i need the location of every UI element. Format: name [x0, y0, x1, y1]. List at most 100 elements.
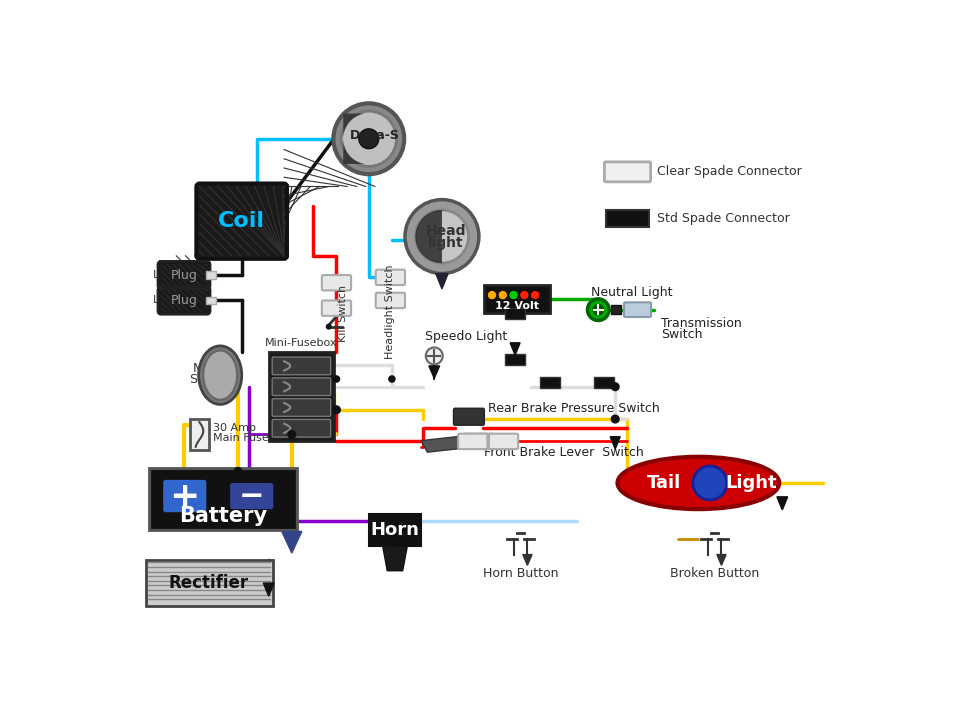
- Text: Clear Spade Connector: Clear Spade Connector: [657, 166, 802, 179]
- Polygon shape: [421, 435, 476, 452]
- Polygon shape: [383, 546, 407, 571]
- Text: Switch: Switch: [661, 328, 703, 341]
- Circle shape: [341, 111, 396, 166]
- Text: Tail: Tail: [647, 474, 681, 492]
- Text: Neutral Light: Neutral Light: [590, 287, 672, 300]
- Text: Std Spade Connector: Std Spade Connector: [657, 212, 789, 225]
- Text: Battery: Battery: [179, 506, 267, 526]
- FancyBboxPatch shape: [322, 300, 351, 316]
- Circle shape: [509, 290, 518, 300]
- Text: Headlight Switch: Headlight Switch: [385, 265, 396, 359]
- Circle shape: [389, 376, 395, 382]
- Circle shape: [426, 348, 443, 364]
- FancyBboxPatch shape: [453, 408, 484, 426]
- FancyBboxPatch shape: [230, 483, 274, 509]
- Text: L: L: [153, 295, 158, 305]
- Bar: [149, 468, 298, 530]
- FancyBboxPatch shape: [489, 433, 518, 449]
- FancyBboxPatch shape: [458, 433, 488, 449]
- FancyBboxPatch shape: [375, 293, 405, 308]
- FancyBboxPatch shape: [273, 378, 330, 395]
- Text: Coil: Coil: [218, 211, 265, 231]
- Ellipse shape: [617, 456, 780, 509]
- Text: L: L: [153, 270, 158, 280]
- Text: Rectifier: Rectifier: [169, 574, 249, 592]
- Bar: [606, 210, 649, 227]
- FancyBboxPatch shape: [322, 275, 351, 290]
- Bar: [152, 472, 294, 527]
- Circle shape: [612, 415, 619, 423]
- Polygon shape: [429, 366, 440, 378]
- Circle shape: [234, 467, 242, 475]
- Text: Mini-Fusebox: Mini-Fusebox: [265, 338, 338, 348]
- Text: Plug: Plug: [171, 269, 198, 282]
- Text: Plug: Plug: [171, 294, 198, 307]
- Polygon shape: [717, 554, 726, 565]
- FancyBboxPatch shape: [273, 399, 330, 416]
- FancyBboxPatch shape: [375, 270, 405, 285]
- Bar: [593, 377, 613, 388]
- Circle shape: [588, 299, 609, 320]
- Ellipse shape: [204, 351, 237, 400]
- FancyBboxPatch shape: [273, 357, 330, 375]
- Text: Horn Button: Horn Button: [483, 567, 559, 580]
- Polygon shape: [282, 531, 301, 553]
- Bar: [540, 377, 560, 388]
- FancyBboxPatch shape: [163, 480, 206, 512]
- Polygon shape: [777, 497, 787, 510]
- Circle shape: [326, 324, 331, 329]
- Text: 30 Amp: 30 Amp: [213, 423, 256, 433]
- Polygon shape: [611, 437, 620, 449]
- Circle shape: [359, 129, 378, 148]
- Circle shape: [332, 406, 340, 414]
- Text: −: −: [239, 482, 265, 511]
- Circle shape: [416, 210, 468, 264]
- Text: Front Brake Lever  Switch: Front Brake Lever Switch: [484, 446, 644, 459]
- FancyBboxPatch shape: [157, 261, 210, 289]
- Text: Horn: Horn: [371, 521, 420, 539]
- Polygon shape: [263, 583, 275, 596]
- FancyBboxPatch shape: [624, 302, 651, 317]
- Bar: [205, 271, 216, 279]
- Bar: [369, 514, 421, 546]
- Text: 12 Volt: 12 Volt: [495, 301, 539, 311]
- Circle shape: [612, 383, 619, 390]
- Text: Head: Head: [425, 224, 466, 238]
- Circle shape: [693, 466, 727, 500]
- Text: Speedo Light: Speedo Light: [425, 330, 507, 343]
- FancyBboxPatch shape: [273, 420, 330, 437]
- Circle shape: [405, 199, 479, 274]
- Circle shape: [498, 290, 508, 300]
- Text: light: light: [428, 236, 464, 251]
- Circle shape: [488, 290, 496, 300]
- Text: Main Fuse: Main Fuse: [213, 433, 269, 444]
- Text: Switch: Switch: [189, 373, 231, 386]
- Bar: [505, 354, 525, 365]
- Text: Dyna-S: Dyna-S: [350, 129, 400, 142]
- Circle shape: [531, 290, 540, 300]
- Polygon shape: [510, 343, 520, 355]
- Bar: [611, 305, 621, 315]
- FancyBboxPatch shape: [196, 184, 287, 259]
- Text: +: +: [170, 480, 200, 514]
- Text: Main: Main: [193, 362, 223, 376]
- Circle shape: [333, 104, 404, 174]
- Text: Light: Light: [725, 474, 777, 492]
- Text: Rear Brake Pressure Switch: Rear Brake Pressure Switch: [488, 402, 660, 415]
- Text: Transmission: Transmission: [661, 317, 742, 330]
- Bar: [146, 560, 273, 606]
- Text: Kill Switch: Kill Switch: [338, 285, 348, 342]
- Bar: [205, 297, 216, 305]
- Polygon shape: [523, 554, 532, 565]
- Ellipse shape: [199, 346, 242, 405]
- FancyBboxPatch shape: [464, 433, 492, 449]
- Circle shape: [333, 376, 340, 382]
- Bar: [484, 285, 550, 312]
- Circle shape: [288, 431, 296, 438]
- Circle shape: [592, 304, 604, 315]
- Text: Broken Button: Broken Button: [670, 567, 759, 580]
- FancyBboxPatch shape: [157, 287, 210, 315]
- Polygon shape: [436, 274, 448, 289]
- Bar: [269, 352, 334, 441]
- Bar: [190, 419, 208, 450]
